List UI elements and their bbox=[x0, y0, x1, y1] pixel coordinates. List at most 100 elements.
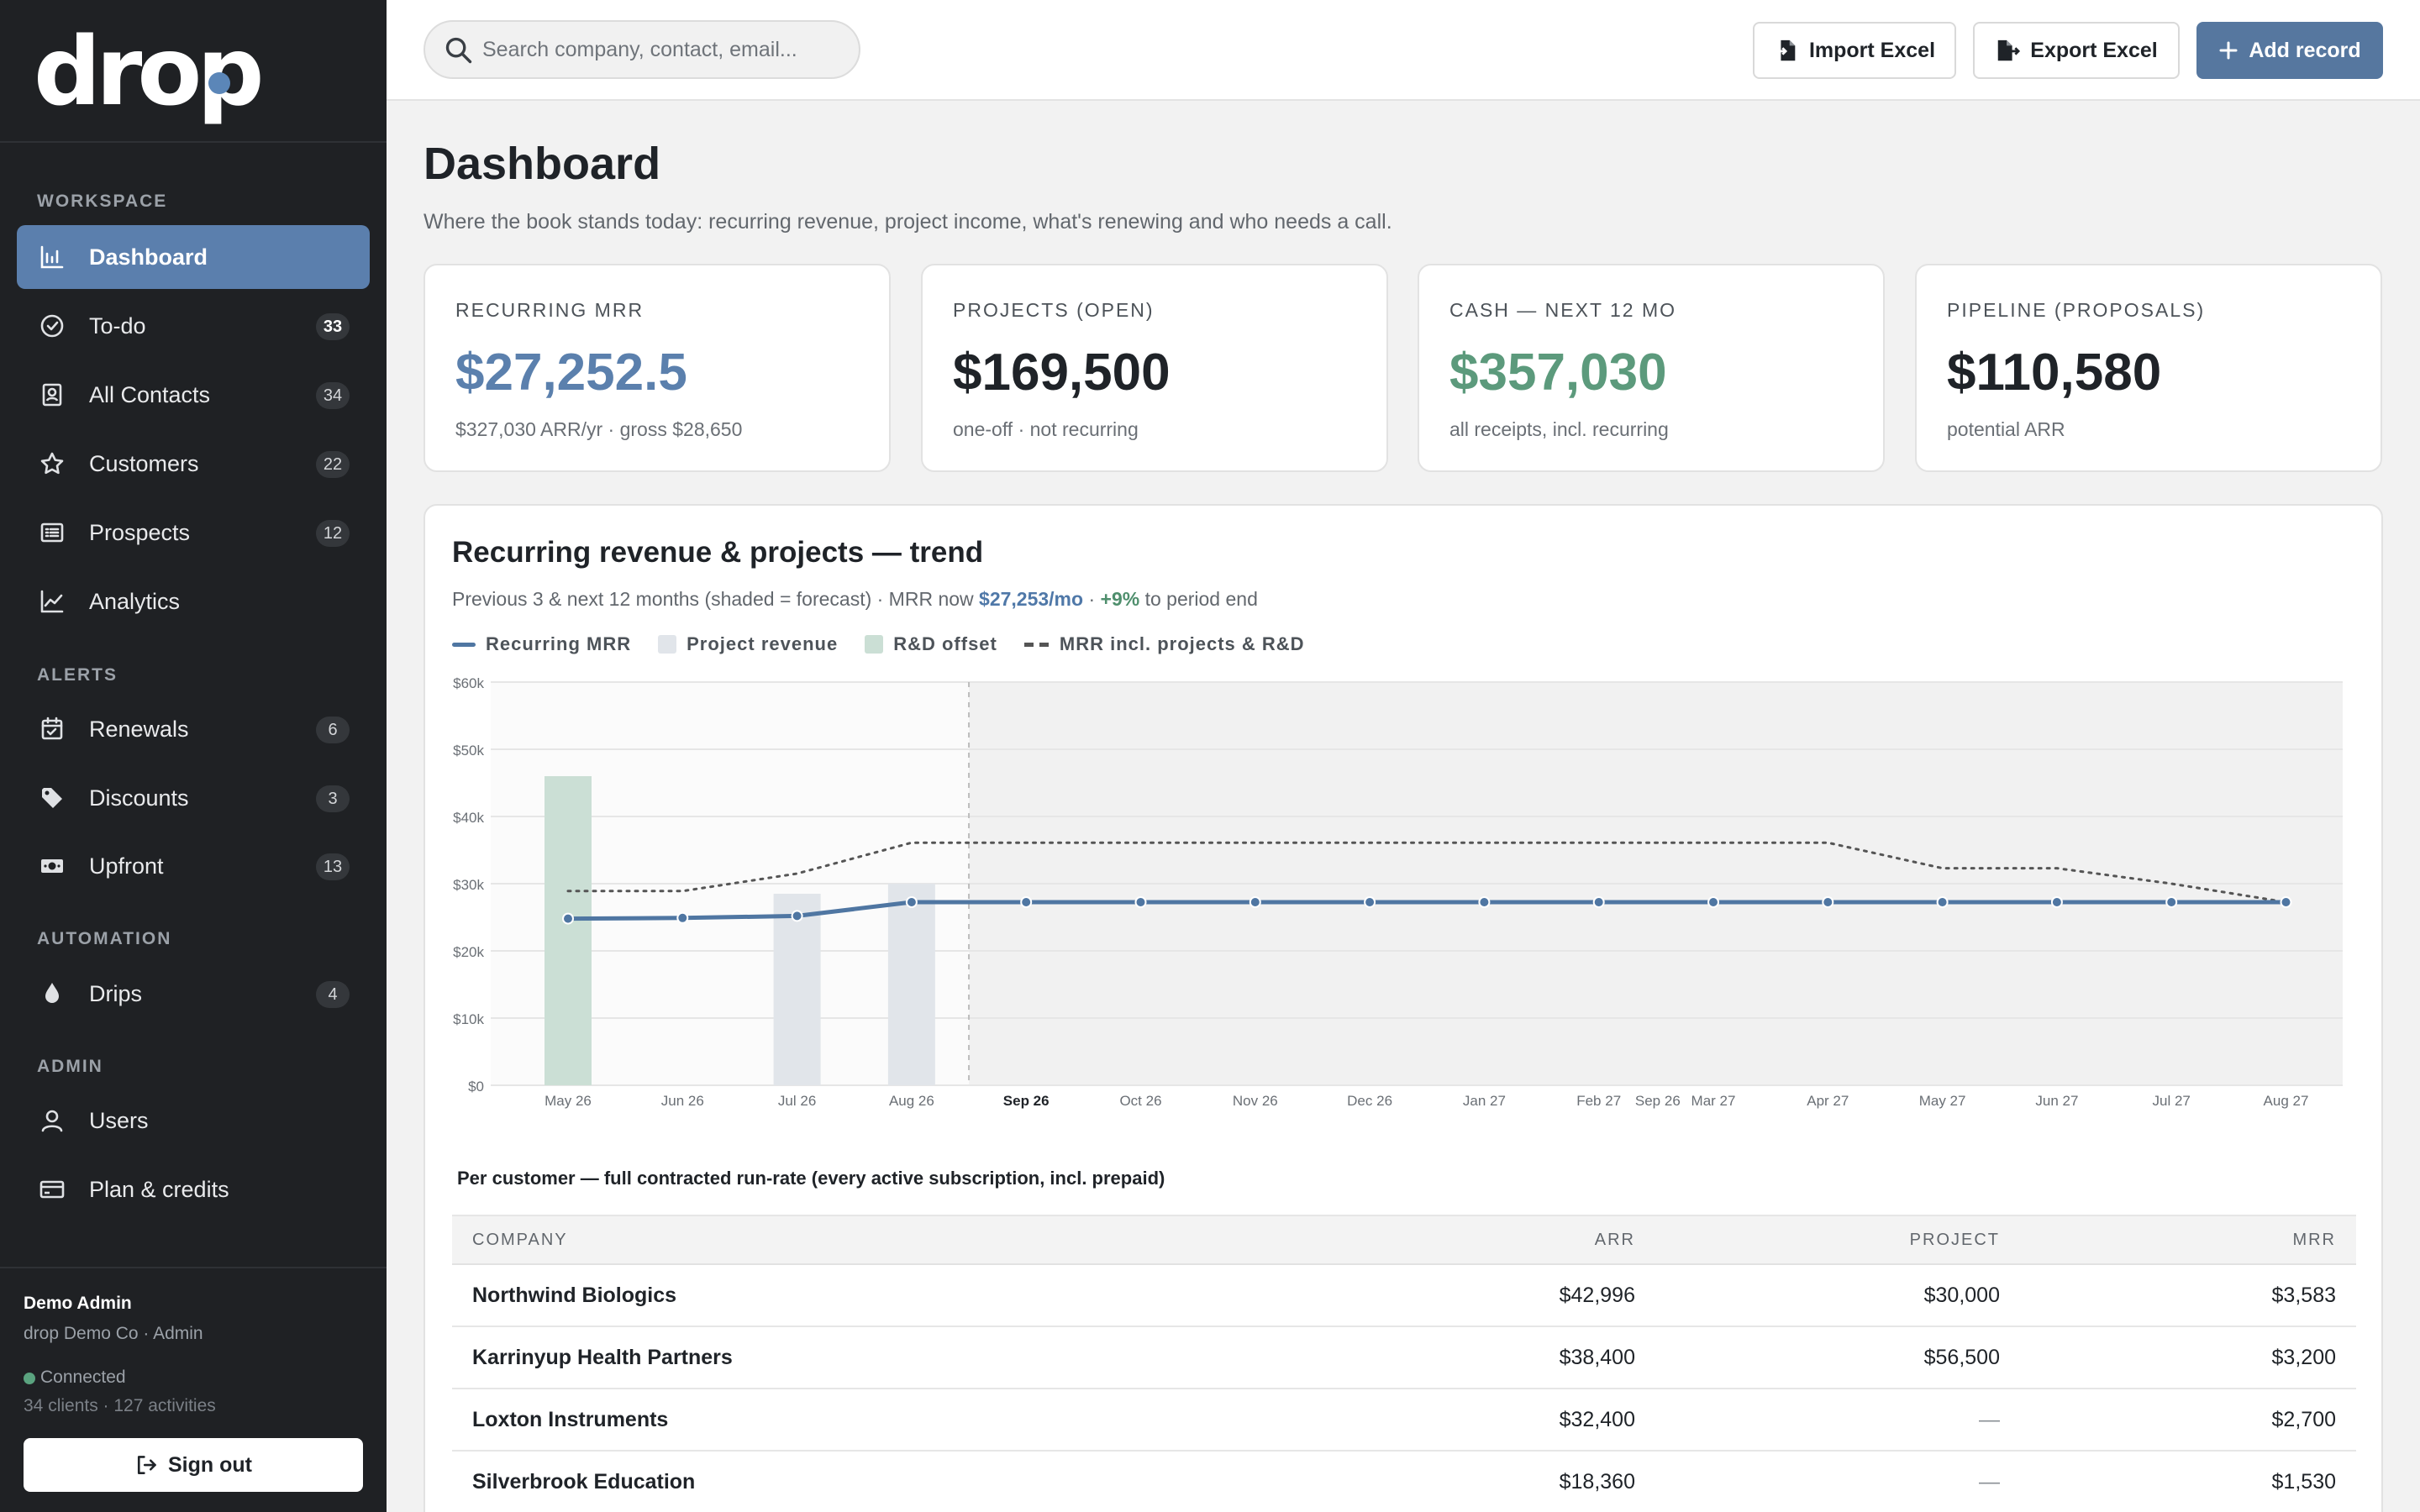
renewals-count-badge: 6 bbox=[316, 717, 350, 743]
mrr-point bbox=[1134, 896, 1147, 908]
page-title: Dashboard bbox=[424, 139, 661, 189]
chart-subtitle: Previous 3 & next 12 months (shaded = fo… bbox=[452, 588, 1258, 611]
x-tick-label: Feb 27 bbox=[1576, 1093, 1621, 1109]
section-admin: ADMIN bbox=[37, 1057, 103, 1076]
sidebar-item-label: Renewals bbox=[89, 716, 189, 742]
star-icon bbox=[40, 452, 64, 475]
col-header-project[interactable]: PROJECT bbox=[1909, 1230, 2000, 1249]
kpi-card-pipeline: PIPELINE (PROPOSALS) $110,580 potential … bbox=[1915, 264, 2382, 472]
sidebar-item-label: Plan & credits bbox=[89, 1176, 229, 1202]
legend-item-rd-offset[interactable]: R&D offset bbox=[865, 633, 997, 655]
sidebar-item-drips[interactable]: Drips 4 bbox=[17, 962, 370, 1026]
mrr-point bbox=[791, 910, 803, 922]
kpi-card-projects-open: PROJECTS (OPEN) $169,500 one-off · not r… bbox=[921, 264, 1388, 472]
trend-panel: Recurring revenue & projects — trend Pre… bbox=[424, 504, 2383, 1512]
y-tick-label: $40k bbox=[453, 810, 484, 826]
kpi-label: RECURRING MRR bbox=[455, 299, 644, 321]
tag-icon bbox=[42, 788, 62, 808]
sidebar-item-all-contacts[interactable]: All Contacts 34 bbox=[17, 363, 370, 427]
sign-out-icon bbox=[137, 1456, 156, 1474]
rd-offset-bar bbox=[544, 776, 592, 1085]
x-tick-label: Jul 27 bbox=[2153, 1093, 2191, 1109]
sidebar-item-label: Dashboard bbox=[89, 244, 208, 270]
sidebar-item-customers[interactable]: Customers 22 bbox=[17, 432, 370, 496]
legend-item-recurring-mrr[interactable]: Recurring MRR bbox=[452, 633, 631, 655]
cell-company: Karrinyup Health Partners bbox=[472, 1345, 733, 1369]
legend-item-mrr-incl[interactable]: MRR incl. projects & R&D bbox=[1023, 633, 1305, 655]
sidebar-item-renewals[interactable]: Renewals 6 bbox=[17, 697, 370, 761]
app-logo[interactable]: drop bbox=[34, 18, 265, 127]
mrr-point bbox=[1936, 896, 1949, 908]
project-revenue-bar bbox=[773, 894, 821, 1085]
mrr-point bbox=[1822, 896, 1834, 908]
sidebar-item-label: To-do bbox=[89, 312, 146, 339]
x-tick-label: Aug 27 bbox=[2264, 1093, 2309, 1109]
kpi-card-cash-next-12mo: CASH — NEXT 12 MO $357,030 all receipts,… bbox=[1418, 264, 1885, 472]
project-revenue-bar bbox=[887, 884, 935, 1085]
upfront-count-badge: 13 bbox=[316, 853, 350, 880]
sidebar-item-label: Upfront bbox=[89, 853, 164, 879]
y-tick-label: $20k bbox=[453, 944, 484, 960]
sidebar-item-analytics[interactable]: Analytics bbox=[17, 570, 370, 633]
x-tick-label: Jan 27 bbox=[1463, 1093, 1506, 1109]
user-icon bbox=[41, 1110, 63, 1132]
col-header-company[interactable]: COMPANY bbox=[472, 1230, 568, 1249]
sidebar-item-dashboard[interactable]: Dashboard bbox=[17, 225, 370, 289]
sidebar-item-discounts[interactable]: Discounts 3 bbox=[17, 766, 370, 830]
sidebar-item-label: Analytics bbox=[89, 588, 181, 614]
todo-count-badge: 33 bbox=[316, 313, 350, 340]
sidebar-item-todo[interactable]: To-do 33 bbox=[17, 294, 370, 358]
legend-item-project-revenue[interactable]: Project revenue bbox=[658, 633, 838, 655]
y-tick-label: $50k bbox=[453, 743, 484, 759]
mrr-point bbox=[676, 911, 689, 924]
sidebar-item-plan-credits[interactable]: Plan & credits bbox=[17, 1158, 370, 1221]
x-tick-label: Aug 26 bbox=[889, 1093, 934, 1109]
table-row[interactable]: Northwind Biologics $42,996 $30,000 $3,5… bbox=[452, 1265, 2356, 1327]
col-header-arr[interactable]: ARR bbox=[1594, 1230, 1635, 1249]
cell-company: Northwind Biologics bbox=[472, 1283, 677, 1307]
cell-project: $56,500 bbox=[1923, 1345, 2000, 1369]
chart-subtitle-separator: · bbox=[1083, 588, 1101, 610]
col-header-mrr[interactable]: MRR bbox=[2292, 1230, 2336, 1249]
legend-label: Project revenue bbox=[687, 633, 839, 654]
user-org: drop Demo Co · Admin bbox=[24, 1324, 203, 1343]
table-row[interactable]: Silverbrook Education $18,360 — $1,530 bbox=[452, 1452, 2356, 1512]
y-tick-label: $30k bbox=[453, 877, 484, 893]
kpi-label: PIPELINE (PROPOSALS) bbox=[1947, 299, 2206, 321]
sidebar-item-upfront[interactable]: Upfront 13 bbox=[17, 834, 370, 898]
sidebar-item-prospects[interactable]: Prospects 12 bbox=[17, 501, 370, 564]
cell-arr: $18,360 bbox=[1559, 1469, 1635, 1494]
kpi-label: PROJECTS (OPEN) bbox=[953, 299, 1155, 321]
topbar: Import Excel Export Excel Add record bbox=[387, 0, 2420, 101]
kpi-subtext: $327,030 ARR/yr · gross $28,650 bbox=[455, 418, 743, 440]
search-input[interactable] bbox=[482, 32, 844, 67]
export-excel-button[interactable]: Export Excel bbox=[1973, 22, 2180, 79]
sign-out-button[interactable]: Sign out bbox=[24, 1438, 363, 1492]
y-tick-label: $10k bbox=[453, 1011, 484, 1027]
legend-swatch bbox=[658, 635, 677, 654]
search-box[interactable] bbox=[424, 20, 860, 79]
calendar-check-icon bbox=[41, 717, 63, 740]
logo-dot bbox=[208, 72, 230, 94]
prospects-count-badge: 12 bbox=[316, 520, 350, 547]
cell-arr: $38,400 bbox=[1559, 1345, 1635, 1369]
check-circle-icon bbox=[40, 314, 64, 338]
kpi-value: $169,500 bbox=[953, 344, 1171, 402]
table-row[interactable]: Karrinyup Health Partners $38,400 $56,50… bbox=[452, 1327, 2356, 1389]
legend-swatch bbox=[452, 642, 476, 647]
x-tick-label: Sep 26 bbox=[1635, 1093, 1681, 1109]
kpi-label: CASH — NEXT 12 MO bbox=[1449, 299, 1677, 321]
cell-arr: $32,400 bbox=[1559, 1407, 1635, 1431]
x-tick-label: May 27 bbox=[1919, 1093, 1966, 1109]
table-row[interactable]: Loxton Instruments $32,400 — $2,700 bbox=[452, 1389, 2356, 1452]
import-excel-button[interactable]: Import Excel bbox=[1753, 22, 1956, 79]
kpi-card-recurring-mrr: RECURRING MRR $27,252.5 $327,030 ARR/yr … bbox=[424, 264, 891, 472]
add-record-label: Add record bbox=[2249, 38, 2361, 62]
sidebar-item-label: Prospects bbox=[89, 519, 191, 545]
sidebar-item-users[interactable]: Users bbox=[17, 1089, 370, 1152]
import-excel-label: Import Excel bbox=[1808, 38, 1936, 62]
cell-mrr: $1,530 bbox=[2271, 1469, 2336, 1494]
mrr-point bbox=[1592, 896, 1605, 908]
cell-mrr: $3,200 bbox=[2271, 1345, 2336, 1369]
add-record-button[interactable]: Add record bbox=[2196, 22, 2383, 79]
